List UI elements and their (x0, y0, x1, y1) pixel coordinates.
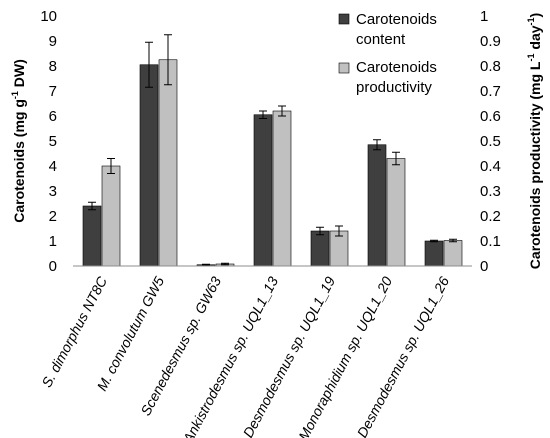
right-tick-label: 0.6 (480, 108, 501, 125)
bar-carotenoids-productivity (272, 110, 292, 267)
right-axis-title-sup1: -1 (526, 54, 536, 62)
right-tick-label: 0.3 (480, 183, 501, 200)
bar-carotenoids-productivity (101, 165, 121, 267)
legend-label-productivity-line2: productivity (356, 79, 432, 96)
left-axis-title-rest: DW) (11, 59, 27, 91)
left-tick-label: 4 (49, 158, 57, 175)
legend-label-content-line2: content (356, 31, 406, 48)
bars (82, 59, 463, 267)
legend-label-productivity-line1: Carotenoids (356, 59, 437, 76)
left-axis-title-main: Carotenoids (mg g (11, 99, 27, 223)
right-tick-label: 0.8 (480, 58, 501, 75)
left-tick-label: 5 (49, 133, 57, 150)
left-tick-label: 9 (49, 33, 57, 50)
right-tick-label: 1 (480, 8, 488, 25)
right-tick-label: 0.4 (480, 158, 501, 175)
left-axis-title: Carotenoids (mg g-1 DW) (10, 59, 27, 223)
right-tick-label: 0.5 (480, 133, 501, 150)
bar-carotenoids-content (139, 64, 159, 267)
left-tick-label: 1 (49, 233, 57, 250)
right-axis-title-sup2: -1 (526, 17, 536, 25)
bar-carotenoids-content (367, 144, 387, 267)
left-axis-title-sup: -1 (10, 91, 20, 99)
left-tick-label: 8 (49, 58, 57, 75)
right-axis-title: Carotenoids productivity (mg L-1 day-1) (526, 13, 543, 269)
bar-carotenoids-productivity (158, 59, 178, 267)
left-tick-label: 3 (49, 183, 57, 200)
left-tick-label: 2 (49, 208, 57, 225)
left-tick-label: 0 (49, 258, 57, 275)
bar-carotenoids-productivity (443, 240, 463, 267)
left-tick-label: 7 (49, 83, 57, 100)
legend-swatch-content (338, 13, 350, 25)
left-tick-label: 6 (49, 108, 57, 125)
right-tick-label: 0.2 (480, 208, 501, 225)
legend-swatch-productivity (338, 62, 350, 74)
bar-carotenoids-content (424, 240, 444, 267)
right-tick-label: 0.9 (480, 33, 501, 50)
bar-carotenoids-content (253, 114, 273, 267)
left-tick-label: 10 (40, 8, 57, 25)
right-tick-label: 0 (480, 258, 488, 275)
bar-carotenoids-content (310, 230, 330, 267)
left-axis-ticks: 0 1 2 3 4 5 6 7 8 9 10 (40, 8, 57, 275)
right-tick-label: 0.1 (480, 233, 501, 250)
right-axis-title-mid: day (527, 25, 543, 53)
right-axis-ticks: 0 0.1 0.2 0.3 0.4 0.5 0.6 0.7 0.8 0.9 1 (480, 8, 501, 275)
right-axis-title-main: Carotenoids productivity (mg L (527, 61, 543, 269)
error-bars (88, 34, 457, 266)
bar-carotenoids-productivity (386, 158, 406, 267)
bar-carotenoids-content (82, 205, 102, 267)
legend: Carotenoids content Carotenoids producti… (338, 11, 437, 96)
right-axis-title-rest: ) (527, 13, 543, 18)
legend-label-content-line1: Carotenoids (356, 11, 437, 28)
right-tick-label: 0.7 (480, 83, 501, 100)
